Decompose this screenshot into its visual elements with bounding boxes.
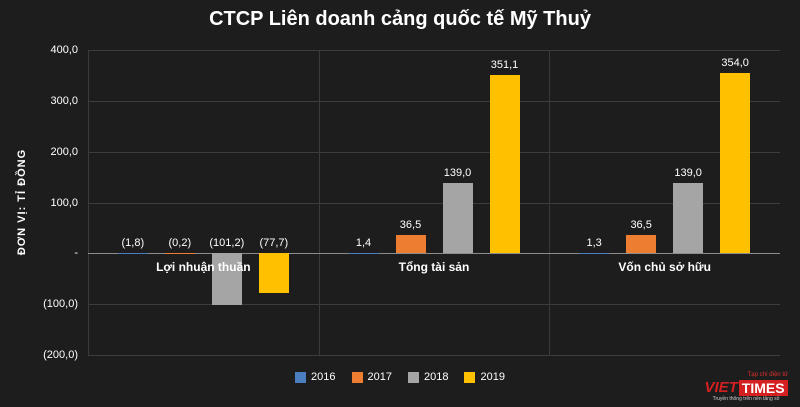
gridline [88,202,780,204]
gridline [88,151,780,153]
gridline [88,355,780,356]
logo-tagline-bottom: Truyền thông trên nền tảng số [712,395,780,402]
y-tick-label: 300,0 [50,94,78,107]
y-tick-label: 400,0 [50,44,78,56]
gridline [88,304,780,306]
logo-wordmark: VIET TIMES [700,378,792,396]
gridline [88,100,780,102]
legend-label-2016: 2016 [311,371,336,383]
data-label-2018-category-2: 139,0 [443,166,472,179]
legend: 2016 2017 2018 2019 [0,371,800,383]
legend-swatch-2016 [295,371,307,383]
legend-swatch-2019 [464,371,476,383]
bar-2019-category-3 [720,73,751,254]
data-label-2016-category-2: 1,4 [355,236,372,249]
legend-swatch-2018 [408,371,419,383]
logo-name-times: TIMES [738,379,788,396]
legend-label-2019: 2019 [480,371,505,383]
legend-label-2017: 2017 [367,371,392,383]
category-separator [318,50,320,355]
data-label-2019-category-2: 351,1 [490,58,519,71]
y-tick-label: 100,0 [50,196,78,209]
data-label-2016-category-1: (1,8) [121,237,145,250]
data-label-2019-category-3: 354,0 [721,57,749,70]
legend-label-2018: 2018 [424,371,449,383]
legend-swatch-2017 [351,371,363,383]
bar-2016-category-1 [117,253,148,255]
bar-2017-category-2 [395,234,426,254]
bar-2018-category-2 [442,182,473,254]
x-axis-line [88,253,780,255]
category-label: Lợi nhuận thuần [156,260,251,275]
data-label-2017-category-2: 36,5 [399,218,422,231]
category-label: Vốn chủ sở hữu [618,260,711,275]
plot-area: 400,0 300,0 200,0 100,0 - (100,0) (200,0) (1,8)… [43,44,780,361]
chart-title: CTCP Liên doanh cảng quốc tế Mỹ Thuỷ [209,8,591,30]
y-tick-label: (200,0) [43,349,78,361]
y-tick-label: - [74,247,78,260]
legend-item-2019: 2019 [464,371,505,383]
bar-2017-category-1 [164,253,195,255]
data-label-2018-category-1: (101,2) [209,237,245,250]
bar-2019-category-1 [258,253,289,293]
logo-name-viet: VIET [704,378,738,396]
data-label-2017-category-1: (0,2) [168,237,192,250]
logo-tagline-top: Tạp chí điện tử [747,371,788,378]
bar-2018-category-1 [211,253,242,305]
bar-2019-category-2 [489,74,520,254]
y-tick-label: 200,0 [50,145,78,158]
category-label: Tổng tài sản [398,260,470,275]
legend-item-2018: 2018 [408,371,448,383]
bar-2017-category-3 [626,234,657,254]
data-label-2018-category-3: 139,0 [674,166,702,179]
viettimes-logo: Tạp chí điện tử VIET TIMES Truyền thông … [700,372,792,402]
data-label-2019-category-1: (77,7) [259,237,289,250]
bar-2016-category-2 [348,252,379,254]
bar-2018-category-3 [673,182,704,254]
y-tick-label: (100,0) [43,298,78,311]
bar-2016-category-3 [579,252,610,254]
y-axis-line [88,50,89,355]
legend-item-2016: 2016 [295,371,336,383]
gridline [88,50,780,51]
legend-item-2017: 2017 [351,371,392,383]
category-separator [549,50,551,355]
data-label-2016-category-3: 1,3 [586,236,602,249]
data-label-2017-category-3: 36,5 [630,218,652,231]
